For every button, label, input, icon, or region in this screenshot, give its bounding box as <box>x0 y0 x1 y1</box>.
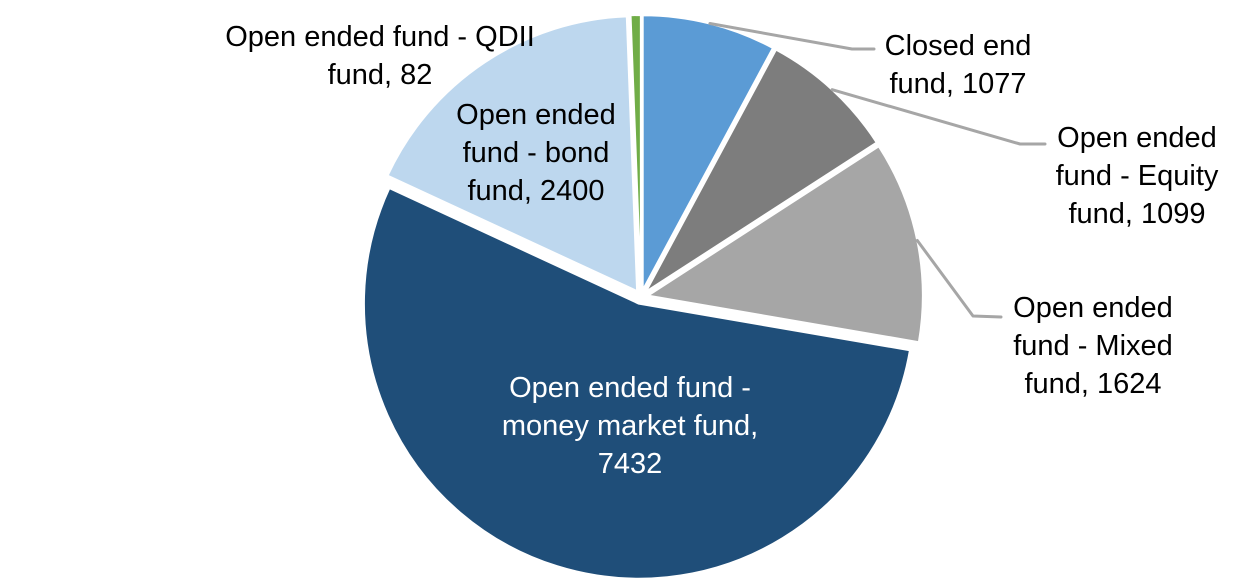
data-label-line: Open ended <box>456 99 616 131</box>
data-label: Open ended fund - Equity fund, 1099 <box>1056 119 1219 233</box>
data-label-line: fund, 1099 <box>1068 198 1206 230</box>
data-label-line: Open ended fund - <box>509 372 751 404</box>
data-label-line: Open ended <box>1013 292 1173 324</box>
data-label-line: fund, 1624 <box>1024 368 1162 400</box>
data-label-line: money market fund, <box>501 410 759 442</box>
leader-line <box>915 239 1003 319</box>
pie-slice <box>386 15 639 293</box>
data-label-line: fund, 82 <box>327 59 433 91</box>
leader-line <box>830 88 1047 146</box>
pie-slice <box>362 187 911 580</box>
data-label-line: fund, 1077 <box>889 68 1027 100</box>
leader-line <box>708 22 876 51</box>
data-label-line: Closed end <box>884 30 1032 62</box>
data-label-line: Open ended fund - QDII <box>225 21 535 53</box>
data-label: Open ended fund - bond fund, 2400 <box>456 96 616 210</box>
data-label-line: Open ended <box>1057 122 1217 154</box>
pie-slice <box>629 14 642 291</box>
data-label-line: fund - Mixed <box>1013 330 1173 362</box>
data-label: Open ended fund - Mixed fund, 1624 <box>1013 289 1173 403</box>
data-label: Open ended fund - money market fund, 7432 <box>502 369 758 483</box>
data-label-line: fund - Equity <box>1055 160 1219 192</box>
data-label: Open ended fund - QDII fund, 82 <box>225 18 535 94</box>
data-label-line: 7432 <box>597 448 663 480</box>
data-label-line: fund - bond <box>462 137 610 169</box>
data-label: Closed end fund, 1077 <box>885 27 1032 103</box>
data-label-line: fund, 2400 <box>467 175 605 207</box>
